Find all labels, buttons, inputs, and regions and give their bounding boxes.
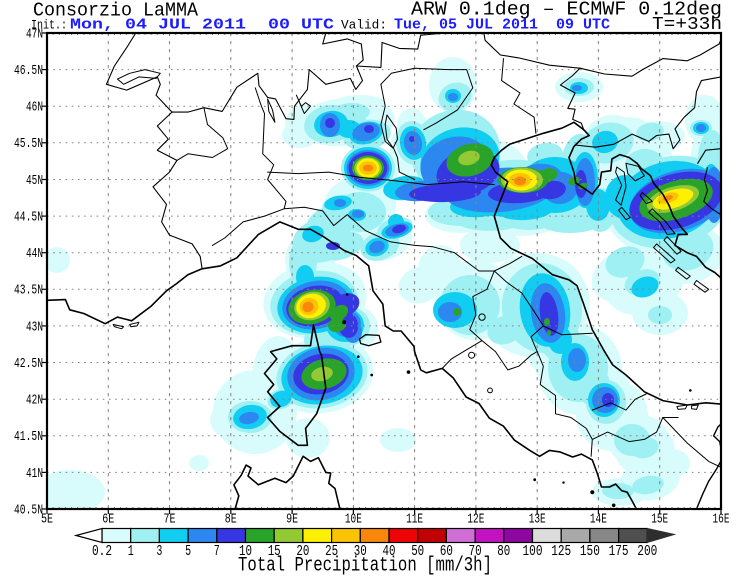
svg-text:30: 30 — [354, 543, 367, 560]
svg-text:40.5N: 40.5N — [14, 503, 43, 518]
svg-text:3: 3 — [156, 543, 162, 560]
svg-text:43N: 43N — [26, 320, 43, 335]
svg-text:42.5N: 42.5N — [14, 357, 43, 372]
svg-text:70: 70 — [469, 543, 482, 560]
svg-text:7: 7 — [214, 543, 220, 560]
svg-text:10: 10 — [239, 543, 252, 560]
svg-text:8E: 8E — [225, 513, 237, 528]
svg-text:7E: 7E — [164, 513, 176, 528]
svg-text:25: 25 — [325, 543, 338, 560]
svg-text:15: 15 — [268, 543, 281, 560]
svg-text:6E: 6E — [102, 513, 114, 528]
svg-text:47N: 47N — [26, 27, 43, 42]
svg-text:Mon, 04 JUL 2011 00 UTC: Mon, 04 JUL 2011 00 UTC — [70, 18, 334, 34]
svg-text:100: 100 — [523, 543, 543, 560]
svg-text:200: 200 — [637, 543, 657, 560]
svg-text:Init.:: Init.: — [31, 18, 67, 33]
svg-text:60: 60 — [440, 543, 453, 560]
svg-text:10E: 10E — [345, 513, 362, 528]
svg-text:Tue, 05 JUL 2011 09 UTC: Tue, 05 JUL 2011 09 UTC — [394, 18, 610, 34]
svg-text:9E: 9E — [286, 513, 298, 528]
svg-text:Valid:: Valid: — [341, 18, 387, 33]
svg-text:45N: 45N — [26, 174, 43, 189]
svg-text:175: 175 — [609, 543, 629, 560]
svg-text:46N: 46N — [26, 101, 43, 116]
svg-text:5: 5 — [185, 543, 191, 560]
svg-text:150: 150 — [580, 543, 600, 560]
svg-text:45.5N: 45.5N — [14, 137, 43, 152]
svg-text:Consorzio LaMMA: Consorzio LaMMA — [33, 0, 199, 22]
svg-text:11E: 11E — [406, 513, 423, 528]
svg-text:12E: 12E — [467, 513, 484, 528]
svg-text:20: 20 — [296, 543, 309, 560]
svg-text:14E: 14E — [590, 513, 607, 528]
svg-text:16E: 16E — [713, 513, 730, 528]
svg-text:50: 50 — [411, 543, 424, 560]
svg-text:80: 80 — [497, 543, 510, 560]
svg-text:125: 125 — [551, 543, 571, 560]
svg-text:44.5N: 44.5N — [14, 211, 43, 226]
svg-text:ARW 0.1deg – ECMWF 0.12deg: ARW 0.1deg – ECMWF 0.12deg — [411, 0, 722, 21]
svg-text:41.5N: 41.5N — [14, 430, 43, 445]
svg-text:Total Precipitation [mm/3h]: Total Precipitation [mm/3h] — [238, 555, 492, 578]
svg-text:5E: 5E — [41, 513, 53, 528]
svg-text:43.5N: 43.5N — [14, 284, 43, 299]
svg-text:46.5N: 46.5N — [14, 64, 43, 79]
svg-text:41N: 41N — [26, 467, 43, 482]
svg-text:T=+33h: T=+33h — [652, 15, 722, 35]
svg-text:1: 1 — [128, 543, 134, 560]
svg-text:0.2: 0.2 — [92, 543, 112, 560]
svg-text:44N: 44N — [26, 247, 43, 262]
svg-text:15E: 15E — [651, 513, 668, 528]
svg-text:13E: 13E — [529, 513, 546, 528]
svg-text:40: 40 — [383, 543, 396, 560]
svg-text:42N: 42N — [26, 394, 43, 409]
